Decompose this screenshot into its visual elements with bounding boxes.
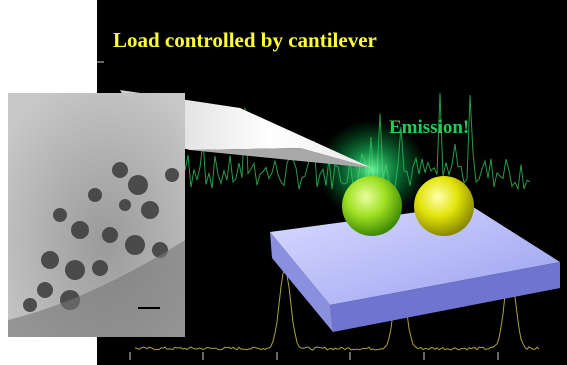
figure: Load controlled by cantilever Emission!: [0, 0, 567, 365]
title: Load controlled by cantilever: [113, 28, 377, 52]
page: Load controlled by cantilever Emission! …: [0, 0, 567, 365]
nanoparticle: [414, 176, 474, 236]
nanoparticle: [342, 176, 402, 236]
annotation: Emission!: [389, 117, 469, 138]
tem-image: [8, 93, 185, 337]
